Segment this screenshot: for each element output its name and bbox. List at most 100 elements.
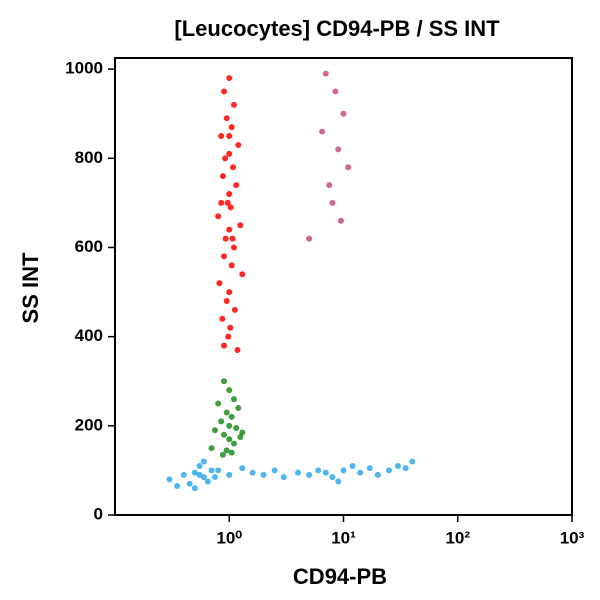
point — [204, 478, 211, 485]
point — [226, 190, 233, 197]
y-tick-label: 200 — [75, 415, 103, 434]
point — [349, 462, 356, 469]
point — [260, 471, 267, 478]
x-axis-label: CD94-PB — [293, 564, 387, 589]
point — [233, 425, 240, 432]
point — [225, 333, 232, 340]
y-tick-label: 800 — [75, 148, 103, 167]
x-tick-label: 10² — [445, 528, 470, 547]
point — [228, 262, 235, 269]
point — [221, 342, 228, 349]
point — [329, 474, 336, 481]
point — [216, 280, 223, 287]
point — [215, 400, 222, 407]
plot-frame — [114, 57, 573, 516]
point — [233, 182, 240, 189]
point — [228, 413, 235, 420]
point — [226, 289, 233, 296]
point — [211, 427, 218, 434]
point — [226, 226, 233, 233]
point — [224, 199, 231, 206]
point — [218, 133, 225, 140]
point — [335, 478, 342, 485]
point — [191, 485, 198, 492]
y-tick-label: 0 — [94, 504, 103, 523]
point — [230, 396, 237, 403]
point — [280, 474, 287, 481]
point — [230, 440, 237, 447]
point — [337, 217, 344, 224]
point — [221, 378, 228, 385]
point — [230, 164, 237, 171]
point — [226, 471, 233, 478]
y-tick-label: 400 — [75, 326, 103, 345]
point — [226, 75, 233, 82]
point — [226, 436, 233, 443]
point — [186, 480, 193, 487]
point — [215, 467, 222, 474]
point — [211, 474, 218, 481]
points — [166, 70, 416, 492]
point — [322, 469, 329, 476]
point — [226, 150, 233, 157]
point — [315, 467, 322, 474]
point — [219, 451, 226, 458]
point — [223, 409, 230, 416]
point — [239, 271, 246, 278]
point — [227, 324, 234, 331]
point — [222, 155, 229, 162]
point — [345, 164, 352, 171]
point — [196, 462, 203, 469]
point — [402, 465, 409, 472]
point — [223, 447, 230, 454]
point — [229, 235, 236, 242]
x-tick-label: 10⁰ — [216, 528, 242, 547]
point — [234, 347, 241, 354]
point — [235, 404, 242, 411]
point — [215, 213, 222, 220]
point — [237, 222, 244, 229]
point — [218, 418, 225, 425]
point — [221, 431, 228, 438]
point — [340, 467, 347, 474]
point — [230, 244, 237, 251]
point — [219, 315, 226, 322]
point — [226, 387, 233, 394]
point — [223, 297, 230, 304]
point — [319, 128, 326, 135]
point — [322, 70, 329, 77]
point — [208, 445, 215, 452]
point — [295, 469, 302, 476]
point — [218, 199, 225, 206]
point — [329, 199, 336, 206]
point — [230, 101, 237, 108]
point — [180, 471, 187, 478]
point — [219, 173, 226, 180]
point — [223, 115, 230, 122]
point — [235, 141, 242, 148]
point — [306, 471, 313, 478]
point — [222, 235, 229, 242]
y-tick-label: 1000 — [65, 59, 103, 78]
point — [385, 467, 392, 474]
point — [335, 146, 342, 153]
point — [221, 88, 228, 95]
x-tick-label: 10³ — [560, 528, 585, 547]
point — [174, 483, 181, 490]
point — [374, 471, 381, 478]
point — [231, 306, 238, 313]
chart-title: [Leucocytes] CD94-PB / SS INT — [174, 16, 500, 41]
point — [196, 471, 203, 478]
point — [228, 124, 235, 131]
point — [227, 204, 234, 211]
point — [166, 476, 173, 483]
point — [326, 182, 333, 189]
point — [271, 467, 278, 474]
point — [332, 88, 339, 95]
point — [191, 469, 198, 476]
x-tick-label: 10¹ — [331, 528, 356, 547]
point — [221, 253, 228, 260]
point — [249, 469, 256, 476]
point — [306, 235, 313, 242]
